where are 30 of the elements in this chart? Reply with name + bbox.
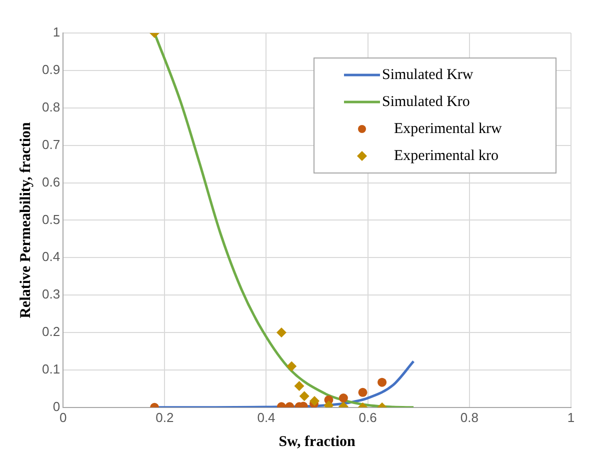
y-tick-label: 0.6	[42, 174, 60, 190]
y-tick-label: 0.8	[42, 99, 60, 114]
point	[358, 388, 368, 397]
x-axis-title: Sw, fraction	[278, 434, 356, 450]
y-axis-title: Relative Permeability, fraction	[18, 121, 34, 318]
legend-label: Experimental krw	[394, 120, 502, 137]
y-tick-label: 0.7	[42, 136, 60, 152]
point	[276, 328, 286, 338]
y-tick-label: 0.3	[42, 286, 60, 302]
point	[338, 394, 348, 403]
legend-label: Simulated Kro	[382, 94, 470, 110]
point	[286, 361, 297, 372]
x-tick-label: 0.6	[358, 410, 377, 425]
legend-label: Experimental kro	[394, 148, 499, 164]
x-tick-label: 0.4	[257, 410, 276, 425]
y-tick-label: 0.2	[42, 324, 60, 340]
y-tick-label: 0.5	[42, 212, 60, 227]
x-tick-label: 0.2	[156, 410, 174, 425]
point	[294, 381, 304, 392]
y-tick-label: 0	[52, 398, 60, 414]
y-tick-label: 0.9	[42, 62, 60, 78]
point	[299, 391, 310, 402]
x-tick-label: 1	[567, 410, 575, 425]
legend-label: Simulated Krw	[382, 66, 474, 83]
x-tick-label: 0.8	[460, 410, 478, 425]
y-tick-label: 0.4	[42, 249, 60, 264]
point	[309, 396, 320, 406]
y-tick-label: 0.1	[42, 362, 60, 377]
y-tick-label: 1	[52, 24, 60, 40]
point	[378, 378, 387, 387]
